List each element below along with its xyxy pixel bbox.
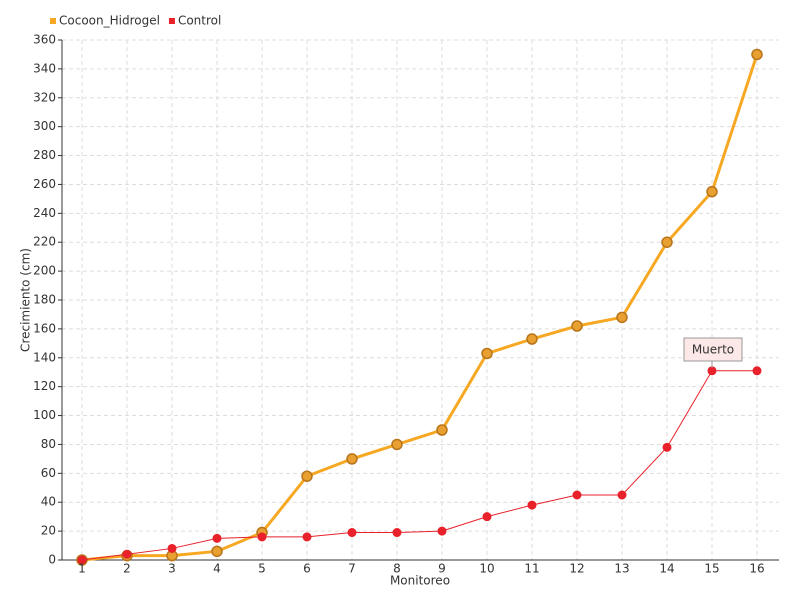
series-group	[76, 48, 763, 566]
data-point	[706, 185, 718, 198]
legend-label[interactable]: Control	[178, 14, 221, 28]
series-line	[81, 53, 759, 562]
y-tick-label: 60	[41, 466, 56, 480]
x-tick-label: 6	[303, 562, 311, 576]
x-tick-label: 1	[78, 562, 86, 576]
x-tick-label: 5	[258, 562, 266, 576]
data-point	[481, 347, 493, 360]
x-tick-label: 9	[438, 562, 446, 576]
data-point	[211, 545, 223, 558]
data-point	[167, 543, 177, 553]
x-axis-label: Monitoreo	[390, 574, 450, 588]
x-tick-label: 12	[569, 562, 584, 576]
data-point	[212, 533, 222, 543]
data-point	[616, 311, 628, 324]
y-axis-label: Crecimiento (cm)	[19, 248, 33, 352]
x-tick-label: 3	[168, 562, 176, 576]
x-tick-label: 4	[213, 562, 221, 576]
y-tick-label: 220	[33, 235, 56, 249]
y-tick-label: 40	[41, 495, 56, 509]
legend[interactable]: Cocoon_Hidrogel Control	[50, 14, 221, 28]
series-line	[81, 370, 757, 561]
y-tick-label: 80	[41, 437, 56, 451]
data-point	[301, 470, 313, 482]
y-tick-label: 140	[33, 350, 56, 364]
x-tick-label: 13	[614, 562, 629, 576]
legend-swatch[interactable]	[168, 18, 175, 24]
y-tick-label: 160	[33, 321, 56, 335]
data-point	[347, 528, 357, 538]
data-point	[572, 490, 582, 500]
data-point	[391, 438, 403, 451]
data-point	[617, 490, 627, 500]
data-point	[571, 320, 583, 332]
data-point	[751, 48, 763, 61]
data-point	[527, 500, 537, 510]
y-tick-label: 360	[33, 33, 56, 47]
data-point	[122, 549, 132, 559]
y-tick-label: 120	[33, 379, 56, 393]
y-tick-label: 340	[33, 61, 56, 75]
x-tick-label: 15	[704, 562, 719, 576]
annotation: Muerto	[683, 337, 743, 368]
annotation-box	[683, 337, 743, 362]
data-point	[77, 555, 87, 565]
y-tick-label: 260	[33, 177, 56, 191]
data-point	[482, 512, 492, 522]
x-tick-label: 7	[348, 562, 356, 576]
data-point	[346, 453, 358, 465]
legend-label[interactable]: Cocoon_Hidrogel	[59, 14, 160, 28]
data-point	[661, 236, 673, 248]
data-point	[526, 333, 538, 345]
x-tick-label: 11	[524, 562, 539, 576]
annotation-text: Muerto	[692, 343, 734, 357]
y-tick-label: 300	[33, 119, 56, 133]
y-tick-label: 240	[33, 206, 56, 220]
data-point	[752, 366, 762, 376]
data-point	[257, 532, 267, 542]
y-tick-label: 320	[33, 90, 56, 104]
data-point	[437, 526, 447, 536]
y-tick-label: 200	[33, 264, 56, 278]
data-point	[436, 424, 448, 436]
x-tick-label: 16	[749, 562, 764, 576]
x-tick-label: 10	[479, 562, 494, 576]
y-tick-label: 280	[33, 148, 56, 162]
y-tick-label: 100	[33, 408, 56, 422]
data-point	[662, 442, 672, 452]
x-tick-label: 14	[659, 562, 674, 576]
y-tick-label: 180	[33, 293, 56, 307]
data-point	[392, 528, 402, 538]
y-tick-label: 0	[48, 553, 56, 567]
x-tick-label: 2	[123, 562, 131, 576]
y-tick-label: 20	[41, 524, 56, 538]
data-point	[302, 532, 312, 542]
grid	[62, 39, 779, 561]
legend-swatch[interactable]	[50, 18, 56, 24]
x-tick-label: 8	[393, 562, 401, 576]
